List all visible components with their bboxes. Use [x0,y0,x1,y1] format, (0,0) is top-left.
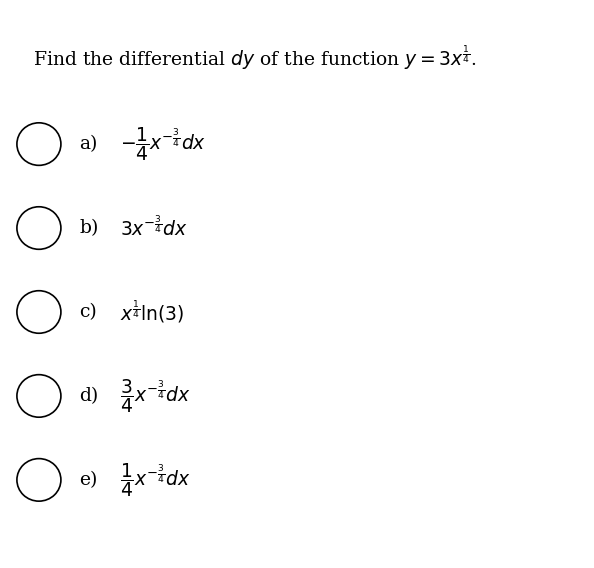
Text: $\dfrac{1}{4}x^{-\frac{3}{4}}dx$: $\dfrac{1}{4}x^{-\frac{3}{4}}dx$ [120,461,191,499]
Text: $3x^{-\frac{3}{4}}dx$: $3x^{-\frac{3}{4}}dx$ [120,216,188,240]
Text: Find the differential $dy$ of the function $y = 3x^{\frac{1}{4}}$.: Find the differential $dy$ of the functi… [33,43,477,72]
Text: $\dfrac{3}{4}x^{-\frac{3}{4}}dx$: $\dfrac{3}{4}x^{-\frac{3}{4}}dx$ [120,377,191,415]
Text: a): a) [80,135,98,153]
Text: $-\dfrac{1}{4}x^{-\frac{3}{4}}dx$: $-\dfrac{1}{4}x^{-\frac{3}{4}}dx$ [120,125,206,163]
Text: e): e) [80,471,98,489]
Text: b): b) [80,219,99,237]
Text: d): d) [80,387,99,405]
Text: $x^{\frac{1}{4}}\ln(3)$: $x^{\frac{1}{4}}\ln(3)$ [120,299,185,325]
Text: c): c) [80,303,97,321]
